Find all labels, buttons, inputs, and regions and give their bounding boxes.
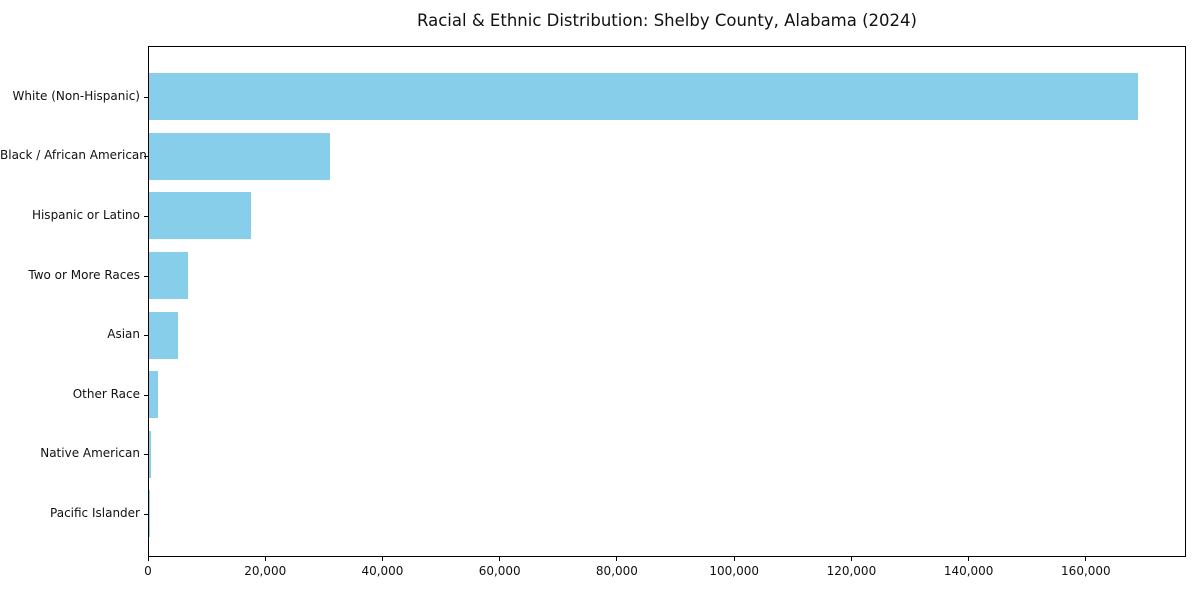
x-tick-label: 40,000 xyxy=(361,564,404,578)
x-tick-mark xyxy=(1085,557,1087,561)
y-tick-label: Native American xyxy=(40,446,140,461)
x-tick-mark xyxy=(499,557,501,561)
x-tick-mark xyxy=(147,557,149,561)
bar xyxy=(149,252,189,299)
bar xyxy=(149,132,331,180)
x-tick-label: 100,000 xyxy=(709,564,759,578)
bar xyxy=(149,192,252,240)
y-tick-label: Hispanic or Latino xyxy=(31,207,140,222)
y-tick-mark xyxy=(144,215,148,217)
x-tick-label: 140,000 xyxy=(943,564,994,578)
y-tick-mark xyxy=(144,335,148,337)
x-tick-mark xyxy=(733,557,735,561)
y-tick-mark xyxy=(144,394,148,396)
bar xyxy=(149,430,151,478)
x-tick-mark xyxy=(850,557,852,561)
x-tick-label: 80,000 xyxy=(595,564,638,578)
y-tick-label: Other Race xyxy=(72,386,140,401)
x-tick-label: 120,000 xyxy=(826,564,877,578)
y-tick-label: Black / African American xyxy=(0,148,147,163)
x-tick-mark xyxy=(968,557,970,561)
y-tick-mark xyxy=(144,454,148,456)
bar xyxy=(149,73,1138,121)
bar xyxy=(149,490,150,538)
x-tick-label: 20,000 xyxy=(244,564,287,578)
x-tick-mark xyxy=(381,557,383,561)
x-tick-label: 160,000 xyxy=(1061,564,1111,578)
y-tick-mark xyxy=(144,96,148,98)
y-tick-mark xyxy=(144,156,148,158)
x-tick-mark xyxy=(264,557,266,561)
y-tick-label: White (Non-Hispanic) xyxy=(12,88,140,103)
y-tick-mark xyxy=(144,275,148,277)
y-tick-label: Asian xyxy=(107,327,140,342)
x-tick-label: 0 xyxy=(144,564,152,578)
x-tick-mark xyxy=(616,557,618,561)
plot-area xyxy=(148,46,1186,557)
bar xyxy=(149,311,179,359)
y-tick-mark xyxy=(144,513,148,515)
y-tick-label: Pacific Islander xyxy=(50,505,140,520)
y-tick-label: Two or More Races xyxy=(28,267,140,282)
bar xyxy=(149,371,158,419)
chart-title: Racial & Ethnic Distribution: Shelby Cou… xyxy=(417,11,917,30)
x-tick-label: 60,000 xyxy=(478,564,521,578)
